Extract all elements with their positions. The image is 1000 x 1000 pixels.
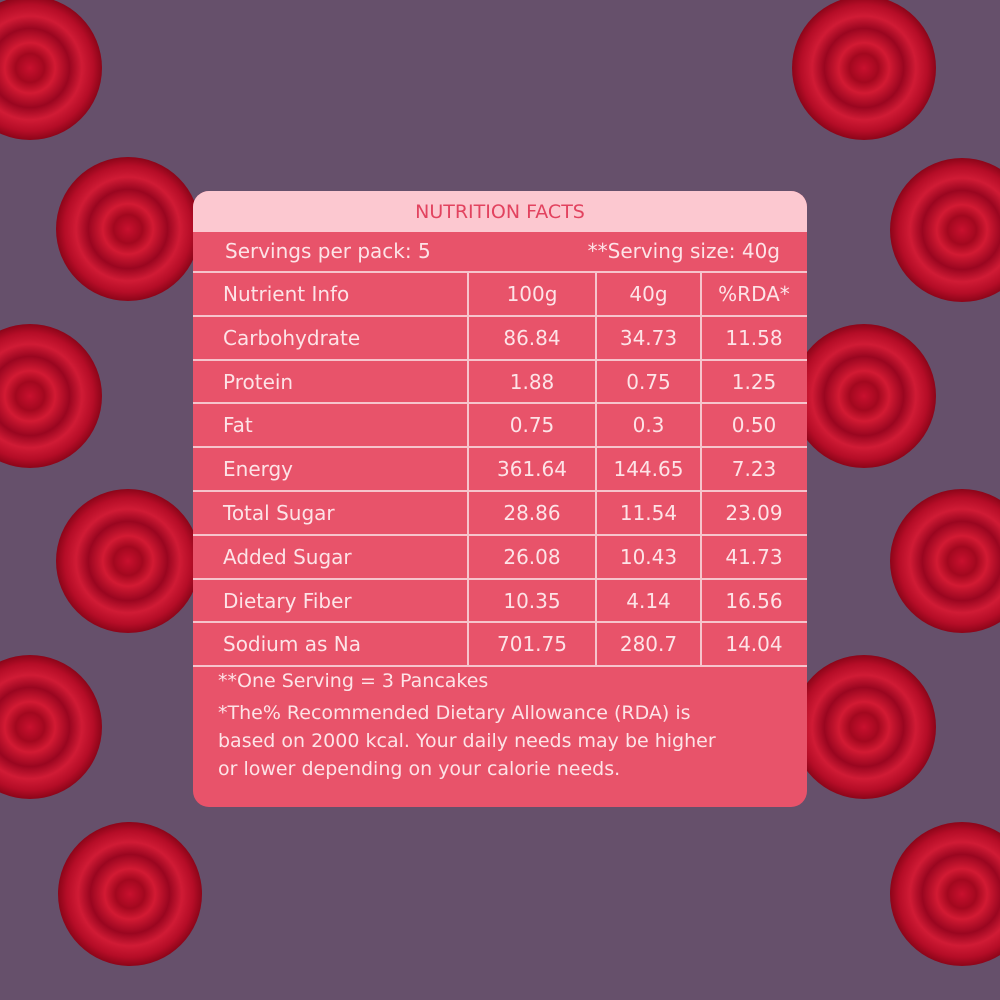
servings-per-pack: Servings per pack: 5 — [225, 239, 431, 263]
row-divider — [193, 577, 807, 580]
column-divider — [467, 272, 469, 667]
nutrient-value: 1.25 — [731, 369, 777, 394]
nutrient-value: 14.04 — [725, 632, 783, 657]
nutrient-name: Fat — [223, 413, 253, 438]
nutrient-value: 26.08 — [503, 544, 561, 569]
footnote: or lower depending on your calorie needs… — [218, 758, 621, 780]
nutrient-value: 86.84 — [503, 325, 561, 350]
column-header: %RDA* — [718, 282, 790, 306]
row-divider — [193, 402, 807, 405]
nutrient-value: 11.58 — [725, 325, 783, 350]
row-divider — [193, 665, 807, 668]
serving-size: **Serving size: 40g — [587, 239, 780, 263]
row-divider — [193, 271, 807, 273]
nutrient-value: 0.50 — [731, 413, 777, 438]
nutrient-value: 41.73 — [725, 544, 783, 569]
row-divider — [193, 621, 807, 624]
nutrient-value: 23.09 — [725, 501, 783, 525]
nutrient-value: 7.23 — [731, 457, 777, 482]
column-header: 100g — [506, 282, 558, 306]
nutrient-name: Added Sugar — [223, 544, 352, 569]
nutrient-value: 361.64 — [497, 457, 567, 482]
row-divider — [193, 490, 807, 492]
nutrient-value: 144.65 — [613, 457, 684, 482]
column-divider — [595, 272, 597, 667]
column-header: 40g — [629, 282, 668, 306]
nutrient-value: 280.7 — [619, 632, 678, 657]
footnote: *The% Recommended Dietary Allowance (RDA… — [218, 702, 691, 724]
nutrient-value: 10.43 — [619, 544, 678, 569]
nutrition-card: NUTRITION FACTS Servings per pack: 5 **S… — [193, 191, 807, 807]
row-divider — [193, 314, 807, 317]
row-divider — [193, 446, 807, 449]
nutrient-name: Carbohydrate — [223, 325, 361, 350]
nutrient-value: 0.75 — [509, 413, 555, 438]
nutrient-name: Sodium as Na — [223, 632, 361, 657]
nutrient-value: 34.73 — [619, 325, 678, 350]
footnote: based on 2000 kcal. Your daily needs may… — [218, 730, 716, 752]
nutrient-name: Protein — [223, 369, 294, 394]
title: NUTRITION FACTS — [193, 191, 807, 232]
nutrient-value: 16.56 — [725, 588, 783, 613]
nutrient-value: 0.75 — [626, 369, 671, 394]
nutrient-value: 701.75 — [497, 632, 567, 657]
nutrient-name: Dietary Fiber — [223, 588, 352, 613]
nutrient-name: Energy — [223, 457, 294, 482]
column-divider — [700, 272, 702, 667]
nutrient-value: 28.86 — [503, 501, 561, 525]
row-divider — [193, 533, 807, 536]
row-divider — [193, 358, 807, 361]
nutrient-value: 4.14 — [626, 588, 671, 613]
nutrient-value: 11.54 — [619, 501, 678, 525]
footnote: **One Serving = 3 Pancakes — [218, 670, 489, 692]
nutrient-name: Total Sugar — [223, 501, 335, 525]
nutrient-value: 10.35 — [503, 588, 561, 613]
nutrient-value: 0.3 — [632, 413, 665, 438]
nutrient-value: 1.88 — [509, 369, 555, 394]
column-header: Nutrient Info — [223, 282, 350, 306]
